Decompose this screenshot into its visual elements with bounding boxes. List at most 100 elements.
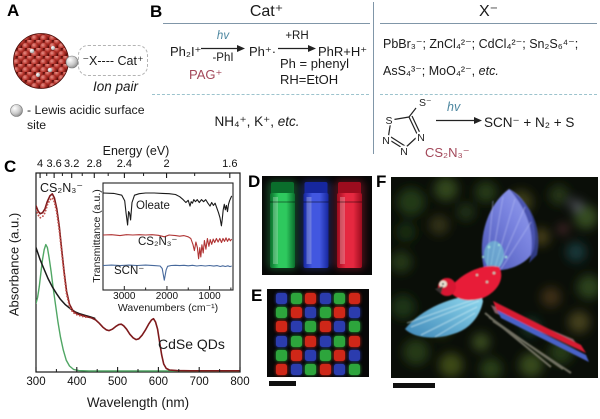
wavenumber-tick-label: 2000	[155, 291, 179, 302]
energy-tick-label: 4	[37, 158, 44, 170]
ring-atom-n3: N	[382, 135, 390, 147]
qd-pixel-R	[276, 321, 287, 333]
energy-tick-label: 2	[163, 158, 170, 170]
x-axis-title: Wavelength (nm)	[86, 395, 190, 410]
qd-pixel-R	[305, 293, 317, 304]
qd-pixel-G	[334, 293, 346, 304]
qd-pixel-R	[334, 349, 346, 361]
wavelength-tick-label: 400	[67, 376, 87, 388]
qd-pixel-R	[276, 364, 287, 375]
wavelength-tick-label: 300	[26, 376, 46, 388]
qd-pixel-G	[290, 293, 302, 304]
qd-pixel-G	[334, 335, 346, 347]
qd-pixel-R	[290, 349, 302, 361]
ring-atom-n1: N	[417, 132, 425, 144]
surface-atom	[50, 45, 56, 51]
absorbance-chart	[35, 172, 241, 373]
series-green	[36, 243, 240, 372]
hv-label: hv	[447, 100, 461, 114]
cs2n3-label: CS₂N₃⁻	[425, 145, 470, 160]
qd-pixel-R	[334, 307, 346, 319]
gray-sphere-icon	[10, 104, 23, 117]
arrow-right-icon	[436, 117, 482, 124]
qd-pixel-B	[290, 321, 302, 333]
anion-column-header: X⁻	[478, 3, 499, 20]
anion-examples-row2: AsS₄³⁻; MoO₄²⁻, etc.	[383, 63, 597, 78]
qd-pixel-G	[305, 321, 317, 333]
note-rh-etoh: RH=EtOH	[280, 72, 339, 87]
inset-series-cs-n-	[103, 234, 233, 260]
cuvettes-illustration	[267, 180, 365, 270]
arrow2-top-label: +RH	[285, 30, 309, 42]
energy-tick-label: 3.2	[64, 158, 80, 170]
qd-pixel-G	[349, 321, 360, 333]
panel-a-label: A	[7, 1, 20, 20]
ion-pair-box: ⁻X---- Cat⁺	[78, 45, 148, 76]
wavelength-tick-label: 700	[189, 376, 209, 388]
qd-pixel-B	[349, 307, 360, 319]
panel-d-label: D	[248, 172, 261, 191]
qd-pixel-G	[349, 364, 360, 375]
anion-row2-text: AsS₄³⁻; MoO₄²⁻,	[383, 64, 479, 78]
qd-pixel-G	[276, 349, 287, 361]
annotation-cs2n3: CS₂N₃⁻	[40, 181, 83, 195]
wavenumber-tick-label: 3000	[113, 291, 136, 302]
inset-series-scn-	[103, 264, 232, 281]
macaw-bird	[405, 189, 589, 374]
cation-dashed-divider	[152, 94, 369, 95]
macaw-photo	[391, 177, 598, 378]
nanocrystal-illustration	[13, 33, 79, 89]
series-black	[36, 246, 96, 320]
y-axis-title: Absorbance (a.u.)	[6, 212, 22, 317]
lewis-site-sphere	[65, 55, 79, 69]
qd-pixel-B	[319, 335, 331, 347]
energy-tick-label: 2.8	[86, 158, 102, 170]
wavelength-tick-label: 600	[148, 376, 168, 388]
intermediate-phenyl-radical: Ph⁺·	[249, 44, 277, 59]
cuvette-red	[334, 180, 365, 270]
reaction-arrow-1: hv -PhI	[201, 30, 245, 65]
qd-pixel-G	[290, 335, 302, 347]
cation-examples-line: NH₄⁺, K⁺, etc.	[157, 114, 357, 130]
hv-label: hv	[216, 30, 230, 42]
thiolate-substituent: S⁻	[419, 97, 432, 109]
cation-examples: NH₄⁺, K⁺,	[214, 114, 278, 129]
inset-series-oleate	[103, 192, 233, 227]
reaction-product: PhR+H⁺	[318, 44, 368, 59]
qd-pixel-R	[290, 307, 302, 319]
panel-e-label: E	[251, 286, 263, 305]
reaction-arrow-2: +RH	[278, 30, 316, 53]
reactant-diphenyliodonium: Ph₂I⁺	[170, 44, 202, 59]
wavelength-tick-label: 500	[108, 376, 128, 388]
anion-dashed-divider	[380, 94, 597, 95]
cuvette-blue	[300, 180, 332, 270]
wavenumber-tick-label: 1000	[198, 291, 221, 302]
cuvette-photo	[262, 176, 372, 275]
lewis-site-legend: - Lewis acidic surface site	[10, 103, 155, 133]
cuvette-green	[267, 180, 298, 270]
qd-pixel-G	[305, 364, 317, 375]
anion-header-underline	[380, 23, 597, 24]
inset-label-cs2n3: CS₂N₃⁻	[138, 236, 178, 248]
qd-pixel-B	[305, 307, 317, 319]
qd-pixel-B	[334, 321, 346, 333]
qd-pixel-R	[349, 293, 360, 304]
ring-atom-n2: N	[400, 146, 408, 158]
ion-pair-caption: Ion pair	[93, 79, 139, 94]
energy-tick-label: 1.6	[222, 158, 238, 170]
surface-atom	[35, 72, 41, 78]
pag-label: PAG⁺	[189, 67, 223, 82]
qd-pixel-B	[319, 293, 331, 304]
qd-pixel-R	[319, 321, 331, 333]
photolysis-products: SCN⁻ + N₂ + S	[484, 115, 575, 130]
qd-pixel-R	[349, 335, 360, 347]
energy-axis-title: Energy (eV)	[102, 144, 170, 158]
arrow1-bottom-label: -PhI	[212, 51, 234, 64]
panel-b-label: B	[150, 2, 163, 21]
arrow-right-icon	[278, 44, 316, 52]
scale-bar	[269, 381, 296, 386]
qd-pixel-B	[276, 335, 287, 347]
energy-tick-label: 3.6	[46, 158, 62, 170]
anion-examples-row1: PbBr₃⁻; ZnCl₄²⁻; CdCl₄²⁻; Sn₂S₆⁴⁻;	[383, 37, 579, 51]
